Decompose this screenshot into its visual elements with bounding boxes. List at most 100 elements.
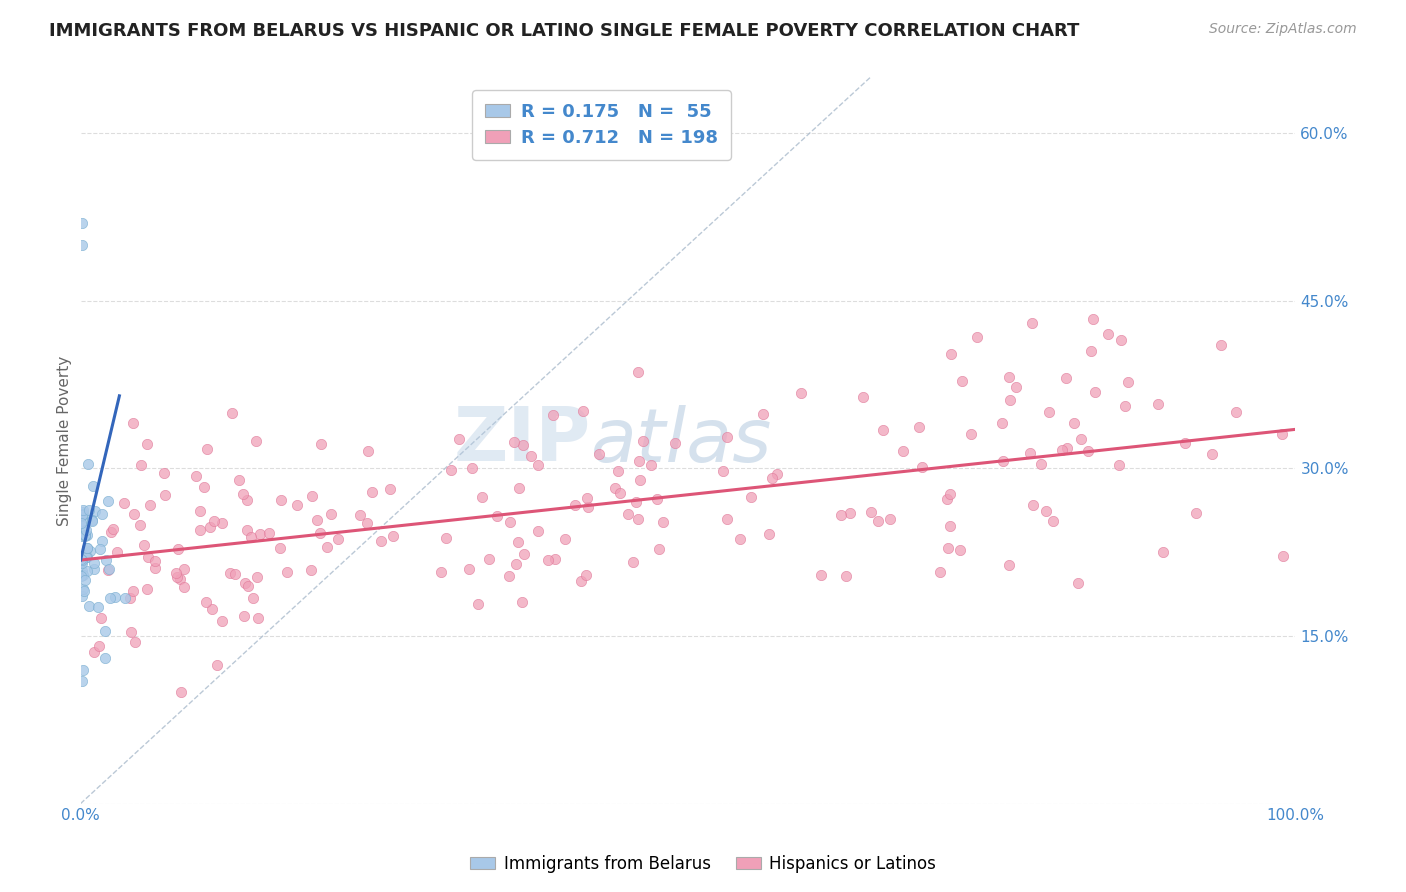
Point [86, 600, 108, 615]
Point [70, 564, 93, 578]
Point [221, 406, 243, 420]
Point [1022, 498, 1045, 512]
Point [193, 480, 215, 494]
Point [73, 528, 96, 542]
Point [752, 407, 775, 421]
Point [1116, 376, 1139, 390]
Point [1021, 316, 1043, 330]
Point [508, 481, 530, 495]
Point [624, 494, 647, 508]
Point [621, 556, 644, 570]
Point [576, 500, 599, 514]
Point [1038, 405, 1060, 419]
Point [75, 549, 97, 564]
Point [852, 390, 875, 404]
Point [101, 522, 124, 536]
Point [606, 464, 628, 478]
Point [640, 458, 662, 472]
Point [155, 487, 177, 501]
Point [628, 473, 651, 487]
Point [195, 594, 218, 608]
Point [165, 566, 187, 581]
Point [120, 591, 142, 606]
Point [307, 513, 329, 527]
Point [76, 549, 98, 564]
Point [70, 589, 93, 603]
Text: IMMIGRANTS FROM BELARUS VS HISPANIC OR LATINO SINGLE FEMALE POVERTY CORRELATION : IMMIGRANTS FROM BELARUS VS HISPANIC OR L… [49, 22, 1080, 40]
Point [72, 519, 94, 533]
Point [80, 513, 103, 527]
Point [1063, 416, 1085, 430]
Point [1152, 544, 1174, 558]
Point [76, 541, 98, 555]
Legend: Immigrants from Belarus, Hispanics or Latinos: Immigrants from Belarus, Hispanics or La… [464, 848, 942, 880]
Point [382, 529, 405, 543]
Point [503, 435, 526, 450]
Point [430, 565, 453, 579]
Point [257, 525, 280, 540]
Point [319, 507, 342, 521]
Point [202, 514, 225, 528]
Point [91, 533, 114, 548]
Point [122, 417, 145, 431]
Point [211, 614, 233, 628]
Point [830, 508, 852, 522]
Point [478, 551, 501, 566]
Point [520, 450, 543, 464]
Point [859, 505, 882, 519]
Point [789, 386, 811, 401]
Point [1005, 380, 1028, 394]
Point [716, 430, 738, 444]
Point [1184, 506, 1206, 520]
Point [269, 541, 291, 555]
Point [609, 485, 631, 500]
Point [135, 437, 157, 451]
Legend: R = 0.175   N =  55, R = 0.712   N = 198: R = 0.175 N = 55, R = 0.712 N = 198 [472, 90, 731, 160]
Point [70, 551, 93, 566]
Point [378, 483, 401, 497]
Point [309, 436, 332, 450]
Point [936, 541, 959, 555]
Point [998, 558, 1021, 573]
Point [564, 499, 586, 513]
Point [77, 503, 100, 517]
Point [104, 590, 127, 604]
Point [79, 599, 101, 613]
Point [998, 370, 1021, 384]
Point [1054, 371, 1077, 385]
Point [70, 508, 93, 522]
Point [89, 542, 111, 557]
Point [1080, 344, 1102, 359]
Point [356, 516, 378, 531]
Point [211, 516, 233, 530]
Point [758, 526, 780, 541]
Point [83, 645, 105, 659]
Point [72, 507, 94, 521]
Point [246, 570, 269, 584]
Point [617, 507, 640, 521]
Point [936, 492, 959, 507]
Point [249, 526, 271, 541]
Point [232, 487, 254, 501]
Point [1077, 443, 1099, 458]
Point [766, 467, 789, 481]
Point [129, 458, 152, 472]
Point [645, 492, 668, 507]
Point [891, 443, 914, 458]
Point [188, 504, 211, 518]
Point [569, 574, 592, 588]
Point [1070, 432, 1092, 446]
Point [83, 556, 105, 570]
Point [73, 584, 96, 599]
Point [939, 487, 962, 501]
Point [1056, 441, 1078, 455]
Point [91, 507, 114, 521]
Point [467, 597, 489, 611]
Point [939, 347, 962, 361]
Point [512, 438, 534, 452]
Point [360, 485, 382, 500]
Point [911, 459, 934, 474]
Point [868, 514, 890, 528]
Point [169, 572, 191, 586]
Point [588, 446, 610, 460]
